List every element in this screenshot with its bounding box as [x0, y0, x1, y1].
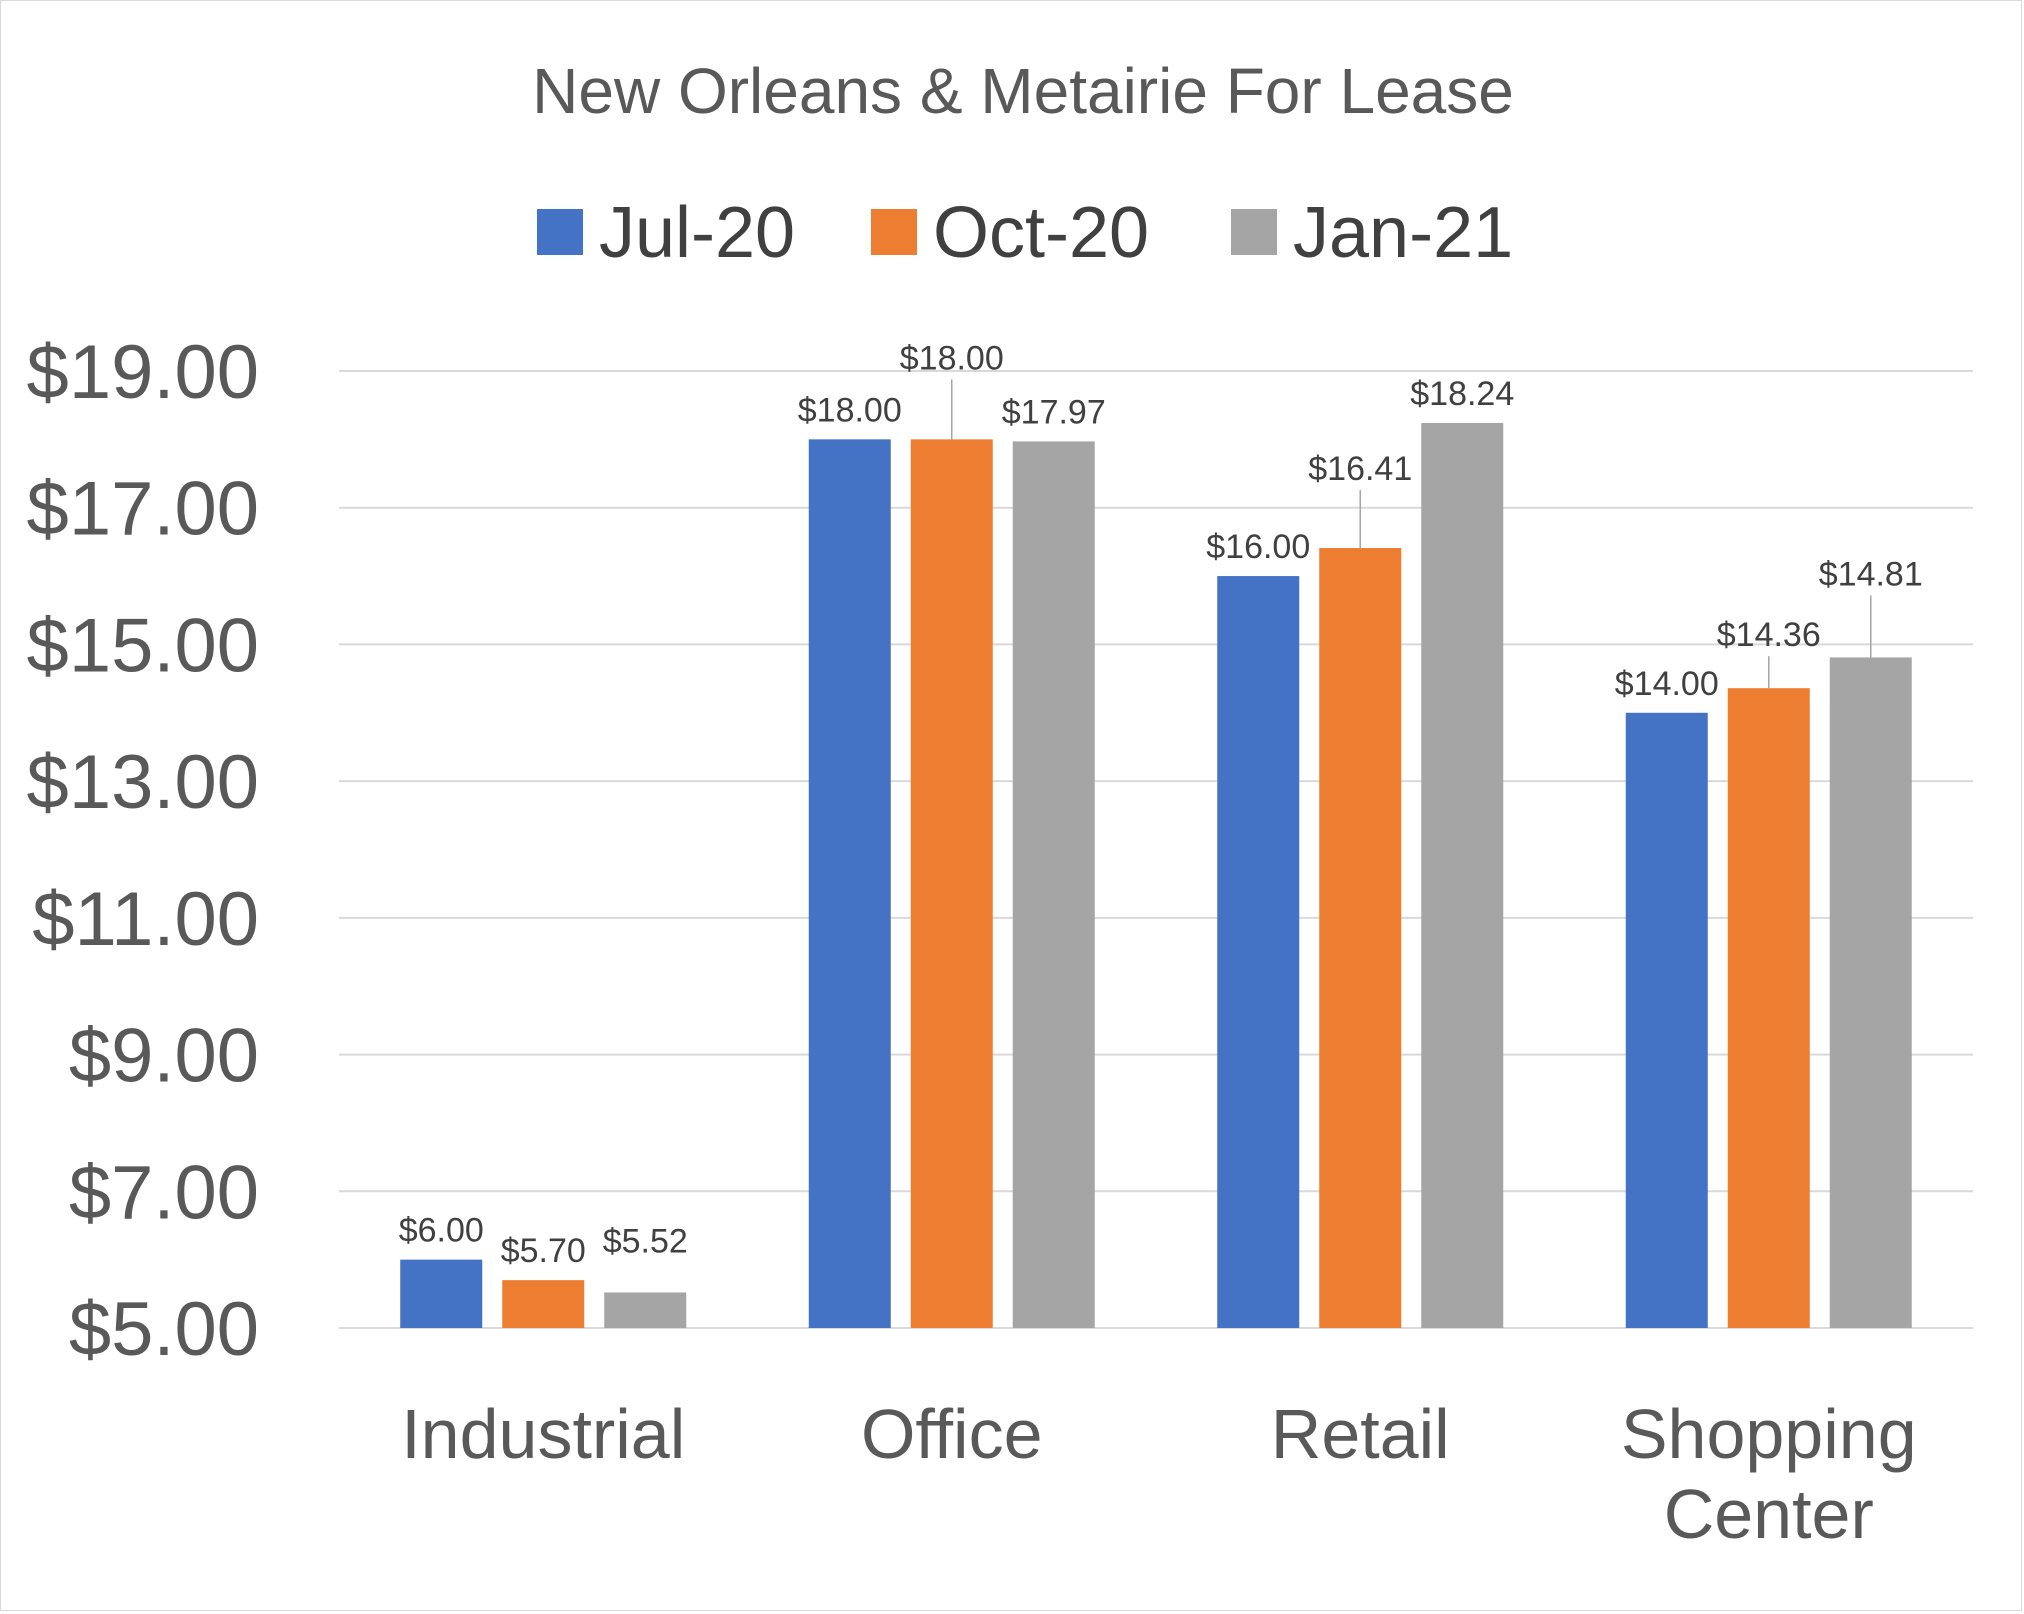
data-label: $14.81 — [1819, 555, 1923, 593]
bar-oct-20-office — [910, 439, 993, 1328]
y-tick-label: $11.00 — [32, 877, 259, 962]
y-axis: $5.00 $7.00 $9.00 $11.00 $13.00 $15.00 $17.00 $… — [27, 330, 259, 1372]
bars — [400, 422, 1912, 1329]
x-tick-label: Center — [1664, 1475, 1874, 1553]
y-tick-label: $7.00 — [69, 1150, 259, 1235]
chart-title: New Orleans & Metairie For Lease — [532, 55, 1514, 127]
y-tick-label: $19.00 — [27, 330, 259, 415]
y-tick-label: $17.00 — [27, 467, 259, 552]
bar-jan-21-shopping-center — [1829, 657, 1912, 1328]
data-label: $16.00 — [1206, 528, 1310, 566]
y-tick-label: $5.00 — [69, 1287, 259, 1372]
bar-jan-21-industrial — [604, 1292, 687, 1328]
data-label: $6.00 — [399, 1212, 484, 1250]
data-labels: $6.00 $5.70 $5.52 $18.00 $18.00 $17.97 $16.00 $… — [399, 339, 1923, 1270]
gridlines — [339, 370, 1973, 1329]
bar-jul-20-office — [808, 439, 891, 1328]
x-tick-label: Office — [861, 1395, 1043, 1473]
legend-swatch-jul-20 — [537, 209, 583, 255]
bar-jul-20-industrial — [400, 1259, 483, 1328]
data-label: $5.70 — [501, 1232, 586, 1270]
y-tick-label: $9.00 — [69, 1014, 259, 1099]
y-tick-label: $15.00 — [27, 603, 259, 688]
data-label: $16.41 — [1308, 450, 1412, 488]
data-label: $18.24 — [1410, 375, 1514, 413]
legend-label-jul-20: Jul-20 — [599, 193, 795, 273]
bar-jul-20-shopping-center — [1625, 712, 1708, 1328]
data-label: $14.00 — [1615, 665, 1719, 703]
bar-oct-20-retail — [1319, 548, 1402, 1328]
data-label: $17.97 — [1002, 393, 1106, 431]
legend-label-jan-21: Jan-21 — [1293, 193, 1513, 273]
label-leader-lines — [951, 379, 1872, 689]
bar-jan-21-office — [1012, 441, 1095, 1329]
legend-swatch-jan-21 — [1231, 209, 1277, 255]
x-tick-label: Shopping — [1621, 1395, 1917, 1473]
bar-jul-20-retail — [1217, 576, 1300, 1328]
legend-swatch-oct-20 — [871, 209, 917, 255]
bar-jan-21-retail — [1421, 422, 1504, 1328]
bar-oct-20-shopping-center — [1727, 688, 1810, 1328]
data-label: $18.00 — [798, 391, 902, 429]
legend-label-oct-20: Oct-20 — [933, 193, 1149, 273]
y-tick-label: $13.00 — [27, 740, 259, 825]
x-tick-label: Industrial — [401, 1395, 685, 1473]
data-label: $18.00 — [900, 339, 1004, 377]
x-tick-label: Retail — [1271, 1395, 1450, 1473]
data-label: $5.52 — [603, 1222, 688, 1260]
bar-oct-20-industrial — [502, 1280, 585, 1328]
legend: Jul-20 Oct-20 Jan-21 — [537, 193, 1513, 273]
data-label: $14.36 — [1717, 616, 1821, 654]
